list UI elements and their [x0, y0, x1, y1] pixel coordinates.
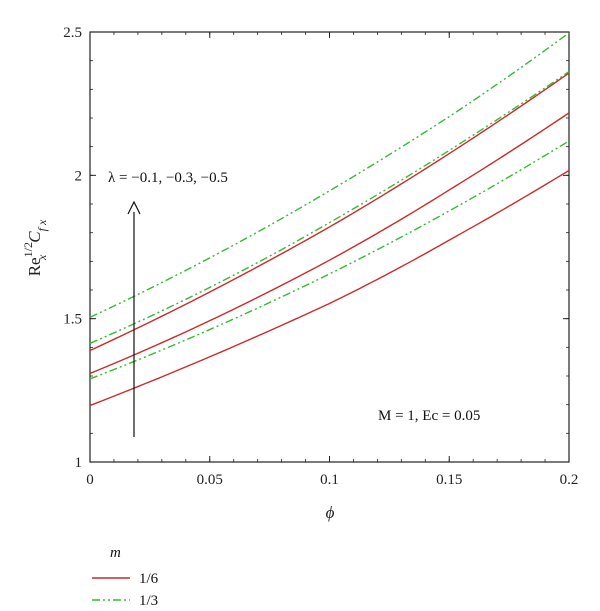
ticks-layer: 0 0.05 0.1 0.15 0.2 1 1.5 2 2.5	[63, 25, 578, 488]
series-line-2	[89, 112, 570, 375]
y-axis-title-base-sub: x	[35, 254, 49, 261]
x-axis-title: ϕ	[326, 503, 335, 522]
series-layer	[89, 32, 570, 407]
lambda-annotation: λ = −0.1, −0.3, −0.5	[108, 170, 228, 186]
legend-label-1: 1/6	[139, 571, 159, 587]
x-tick-label: 0.1	[320, 472, 339, 488]
series-line-4	[89, 140, 570, 380]
y-tick-label: 1.5	[63, 312, 82, 328]
series-line-3	[89, 72, 570, 352]
legend-title: m	[110, 545, 121, 561]
y-axis-title-base: Re	[25, 257, 44, 276]
series-line-1	[89, 169, 570, 407]
legend: m 1/6 1/3	[92, 545, 159, 609]
y-tick-label: 1	[75, 455, 83, 471]
y-axis-title: Re1/2x Cf x	[21, 219, 49, 276]
x-tick-label: 0.05	[197, 472, 223, 488]
y-axis-title-base-sup: 1/2	[21, 242, 35, 257]
plot-frame	[89, 31, 570, 463]
series-line-5	[89, 70, 570, 344]
legend-label-2: 1/3	[139, 593, 158, 609]
y-tick-label: 2	[75, 168, 83, 184]
y-tick-label: 2.5	[63, 25, 82, 41]
x-tick-label: 0.2	[560, 472, 579, 488]
x-tick-label: 0.15	[436, 472, 462, 488]
y-axis-title-main: C	[25, 231, 44, 243]
y-axis-title-main-sub: f x	[35, 219, 49, 231]
x-tick-label: 0	[86, 472, 94, 488]
lambda-arrow-head	[127, 200, 141, 215]
params-annotation: M = 1, Ec = 0.05	[378, 408, 480, 424]
series-line-6	[89, 32, 570, 318]
